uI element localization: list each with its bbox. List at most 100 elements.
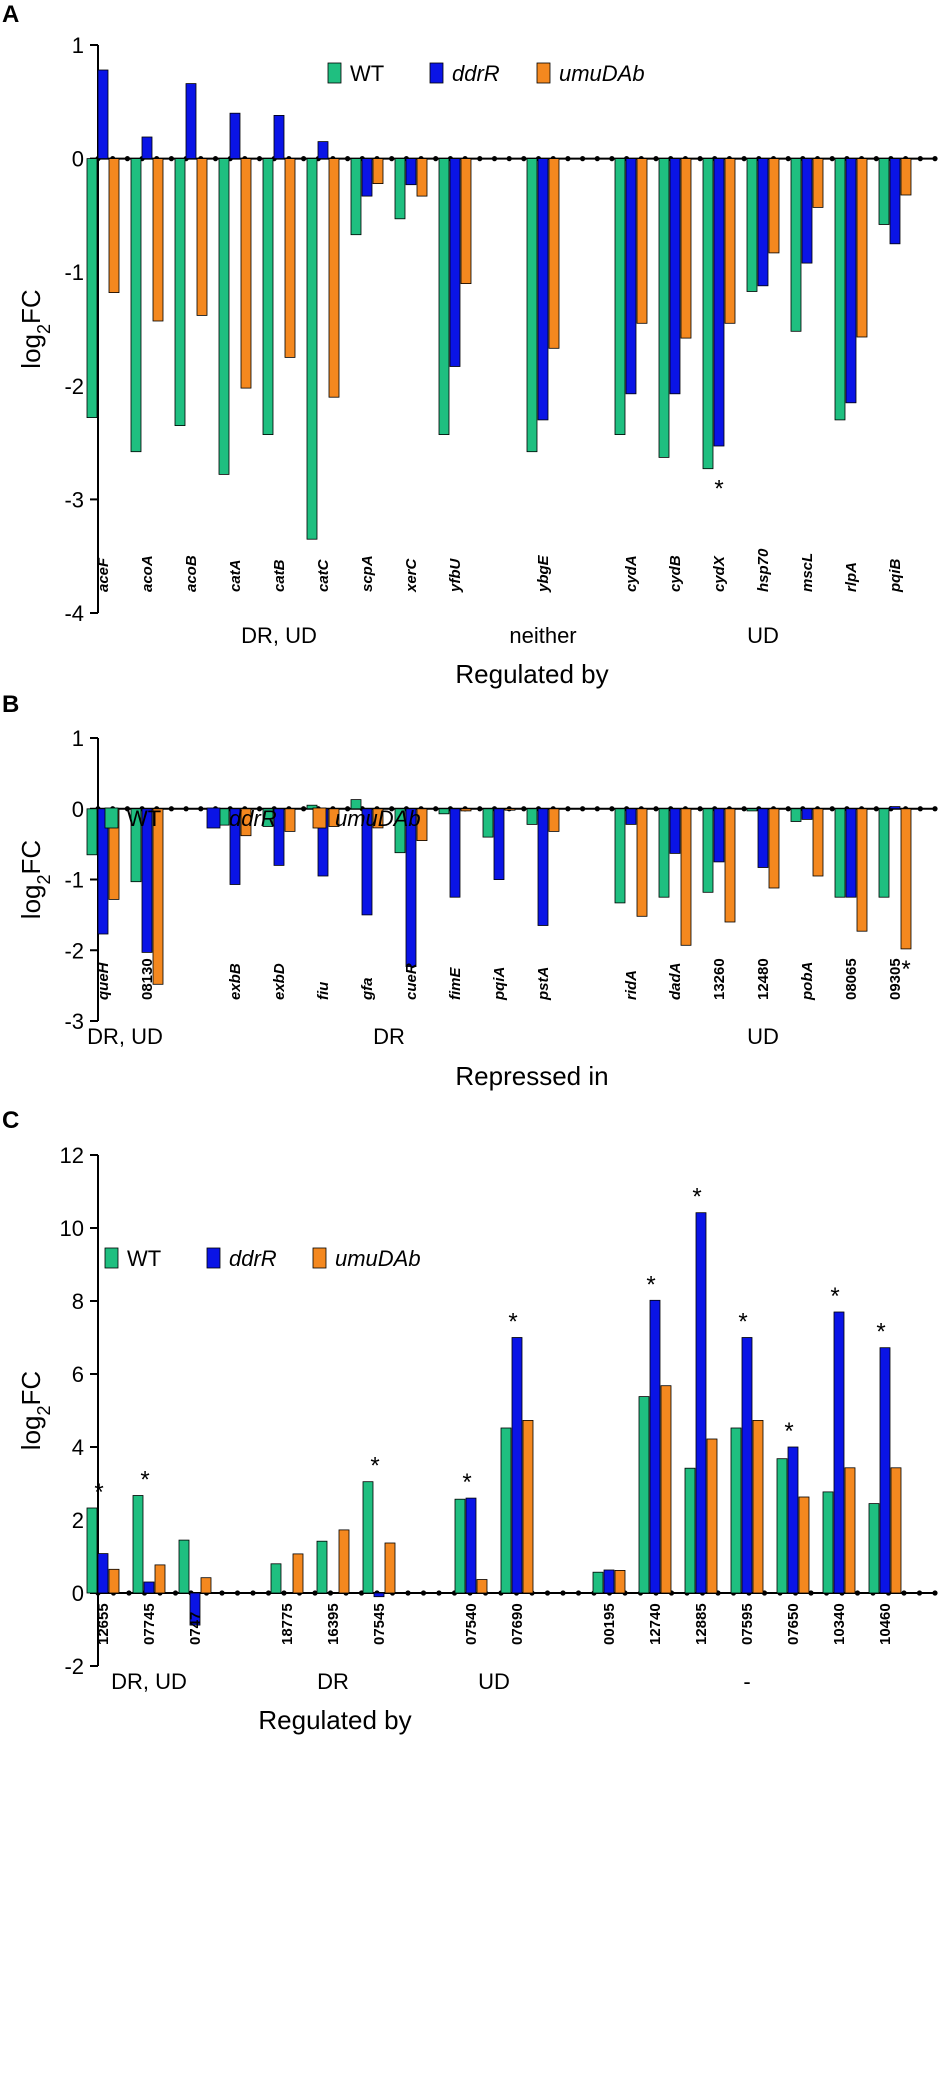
category-label: catB [271,559,288,592]
bar-ddrR-aceF [97,69,109,159]
legend-swatch-WT [104,807,119,829]
zero-line-dot [594,806,600,812]
zero-line-dot [580,156,586,162]
bar-ddrR-catC [317,141,329,160]
bar-umuDAb-13260 [724,808,736,923]
bar-WT-08065 [834,808,846,898]
bar-WT-hsp70 [746,158,758,292]
significance-marker: * [901,956,910,983]
zero-line-dot [521,806,527,812]
category-label: queH [95,961,112,1000]
bar-umuDAb-yfbU [460,158,472,285]
bar-WT-rlpA [834,158,846,421]
chart-panel-A: A 1 0 -1 -2 -3 -4 log2FC aceF acoA acoB catA catB cat… [2,1,938,689]
category-label: cydA [623,555,640,592]
bar-WT-fiu [306,804,318,810]
bar-WT-10340 [822,1491,834,1594]
bar-ddrR-acoA [141,136,153,160]
legend-label-WT: WT [127,1246,161,1271]
zero-line-dot [873,156,879,162]
bar-ddrR-07745 [143,1581,155,1594]
bar-WT-07745 [132,1495,144,1594]
zero-line-dot [560,1590,566,1596]
category-label: aceF [95,557,112,592]
bar-WT-10460 [868,1503,880,1594]
zero-line-dot [212,156,219,162]
bar-umuDAb-07545 [384,1542,396,1594]
group-label: UD [747,1024,779,1049]
category-label: exbD [271,963,288,1000]
bar-WT-yfbU [438,158,450,436]
category-label: 07745 [141,1603,158,1645]
bar-ddrR-13260 [713,808,725,863]
bar-ddrR-07540 [465,1497,477,1594]
category-label: 13260 [711,958,728,1000]
category-label: cydX [711,555,728,592]
bar-umuDAb-08065 [856,808,868,932]
bar-ddrR-07545 [373,1592,385,1598]
bar-WT-cydB [658,158,670,458]
zero-line-dot [198,806,204,812]
bar-ddrR-cydB [669,158,681,395]
bar-ddrR-09305 [889,806,901,810]
significance-marker: * [646,1271,655,1298]
category-label: scpA [359,555,376,592]
category-label: gfa [359,978,376,1002]
bar-umuDAb-dadA [680,808,692,946]
bar-umuDAb-07540 [476,1579,488,1594]
group-label: DR, UD [111,1669,187,1694]
group-label: DR, UD [87,1024,163,1049]
bar-WT-00195 [592,1571,604,1594]
category-label: pqiB [887,559,904,593]
zero-line-dot [256,156,263,162]
bar-WT-09305 [878,808,890,898]
category-label: yfbU [447,558,464,594]
category-label: exbB [227,963,244,1000]
bar-WT-ridA [614,808,626,904]
legend-swatch-ddrR [429,62,444,84]
category-label: acoA [139,555,156,592]
zero-line-dot [281,1590,287,1596]
bar-ddrR-catA [229,112,241,159]
y-tick-label: 0 [72,147,84,172]
bar-umuDAb-ridA [636,808,648,917]
bar-ddrR-exbD [273,808,285,866]
zero-line-dot [917,806,923,812]
bar-WT-dadA [658,808,670,898]
bar-umuDAb-08130 [152,808,164,985]
bar-umuDAb-07595 [752,1420,764,1594]
zero-line-dot [609,156,615,162]
zero-line-dot [580,806,586,812]
zero-line-dot [250,1590,256,1596]
bar-WT-acoB [174,158,186,427]
bar-ddrR-12740 [649,1299,661,1594]
zero-line-dot [301,806,307,812]
bar-umuDAb-07745 [154,1564,166,1594]
y-tick-label: -1 [64,868,84,893]
bar-ddrR-10460 [879,1347,891,1594]
bar-umuDAb-pqiA [504,808,516,811]
zero-line-dot [477,806,483,812]
bar-WT-12740 [638,1396,650,1594]
chart-panel-C: C 12 10 8 6 4 2 0 -2 log2FC 12655 07745 0747 18775 163… [2,1107,938,1735]
category-label: ybgE [535,554,552,593]
bar-umuDAb-07690 [522,1420,534,1594]
bar-umuDAb-00195 [614,1570,626,1594]
category-label: 12740 [647,1603,664,1645]
zero-line-dot [916,1590,923,1596]
y-tick-label: 6 [72,1362,84,1387]
y-tick-label: 0 [72,1581,84,1606]
y-tick-label: -2 [64,1654,84,1679]
bar-umuDAb-12655 [108,1568,120,1594]
bar-ddrR-exbB [229,808,241,885]
zero-line-dot [932,156,938,162]
category-label: hsp70 [755,548,772,592]
zero-line-dot [436,1590,442,1596]
category-label: 07690 [509,1603,526,1645]
bar-WT-16395 [316,1540,328,1594]
bar-umuDAb-07650 [798,1496,810,1594]
y-axis-title: log2FC [16,1371,54,1450]
category-label: 12885 [693,1603,710,1645]
group-label: neither [509,623,576,648]
y-tick-label: -3 [64,1009,84,1034]
